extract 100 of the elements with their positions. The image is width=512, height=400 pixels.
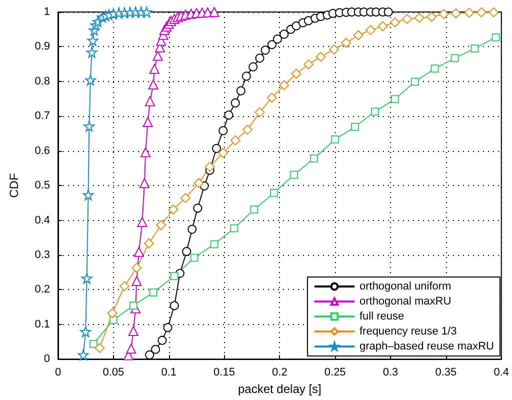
- point: [148, 80, 158, 90]
- point: [414, 12, 424, 23]
- point: [310, 154, 318, 162]
- point: [209, 7, 220, 17]
- point: [156, 220, 166, 230]
- point: [230, 224, 238, 232]
- point: [450, 54, 459, 62]
- point: [107, 308, 118, 318]
- y-tick-label: 0.4: [34, 214, 50, 226]
- point: [87, 34, 98, 46]
- point: [328, 44, 339, 54]
- point: [250, 206, 258, 214]
- y-tick-label: 0.3: [34, 248, 50, 261]
- point: [170, 272, 178, 280]
- point: [170, 301, 179, 310]
- point: [267, 40, 276, 50]
- x-tick-label: 0: [54, 366, 62, 379]
- point: [303, 59, 314, 70]
- point: [193, 204, 202, 213]
- point: [260, 46, 270, 55]
- point: [84, 74, 96, 86]
- point: [236, 86, 246, 96]
- point: [132, 262, 142, 273]
- point: [402, 14, 412, 24]
- y-axis-title: CDF: [7, 173, 21, 198]
- legend-label: frequency reuse 1/3: [359, 326, 457, 338]
- point: [129, 302, 138, 310]
- legend-label: full reuse: [359, 310, 404, 322]
- x-tick-label: 0.3: [382, 366, 398, 379]
- point: [353, 30, 364, 40]
- point: [410, 78, 419, 86]
- point: [163, 323, 172, 332]
- y-tick-label: 0.2: [34, 284, 50, 296]
- point: [430, 64, 439, 73]
- point: [128, 326, 138, 336]
- point: [341, 38, 352, 48]
- point: [230, 98, 240, 108]
- point: [158, 336, 167, 345]
- point: [470, 44, 479, 52]
- x-tick-label: 0.2: [272, 366, 288, 379]
- point: [82, 189, 94, 200]
- point: [78, 349, 89, 360]
- y-tick-label: 0.5: [34, 180, 50, 192]
- point: [194, 178, 204, 188]
- point: [492, 33, 500, 42]
- x-tick-label: 0.35: [435, 366, 457, 379]
- x-tick-label: 0.05: [102, 366, 124, 379]
- point: [378, 21, 388, 32]
- point: [137, 216, 148, 227]
- point: [390, 17, 400, 28]
- point: [210, 240, 218, 248]
- y-tick-label: 0: [44, 353, 50, 366]
- point: [316, 52, 326, 62]
- point: [292, 21, 301, 30]
- point: [188, 224, 197, 234]
- point: [80, 326, 92, 338]
- point: [304, 16, 313, 26]
- point: [149, 288, 158, 296]
- point: [140, 147, 151, 158]
- point: [182, 247, 192, 256]
- point: [190, 254, 198, 262]
- point: [242, 72, 251, 81]
- point: [139, 178, 150, 188]
- point: [204, 162, 215, 172]
- point: [145, 350, 154, 360]
- point: [488, 7, 499, 18]
- point: [218, 126, 228, 136]
- x-axis-title: packet delay [s]: [238, 382, 322, 396]
- point: [144, 238, 154, 249]
- point: [476, 7, 486, 18]
- point: [230, 135, 240, 146]
- point: [84, 120, 95, 132]
- point: [279, 80, 290, 90]
- point: [254, 107, 265, 118]
- point: [291, 68, 302, 79]
- point: [168, 204, 178, 214]
- point: [141, 6, 152, 18]
- point: [371, 108, 379, 116]
- point: [218, 148, 228, 158]
- point: [180, 193, 190, 204]
- point: [149, 64, 160, 74]
- point: [134, 246, 144, 257]
- x-tick-label: 0.15: [214, 366, 235, 379]
- point: [212, 144, 221, 153]
- point: [126, 344, 136, 354]
- point: [242, 124, 253, 135]
- legend-label: orthogonal uniform: [359, 280, 452, 292]
- point: [272, 34, 282, 44]
- point: [384, 8, 393, 16]
- point: [94, 342, 105, 353]
- y-tick-label: 0.7: [34, 110, 50, 122]
- point: [464, 8, 474, 18]
- point: [120, 281, 130, 292]
- point: [89, 340, 98, 348]
- point: [290, 170, 298, 179]
- legend-label: orthogonal maxRU: [359, 296, 452, 308]
- point: [366, 25, 376, 36]
- point: [142, 117, 153, 128]
- point: [450, 8, 461, 18]
- point: [224, 110, 234, 120]
